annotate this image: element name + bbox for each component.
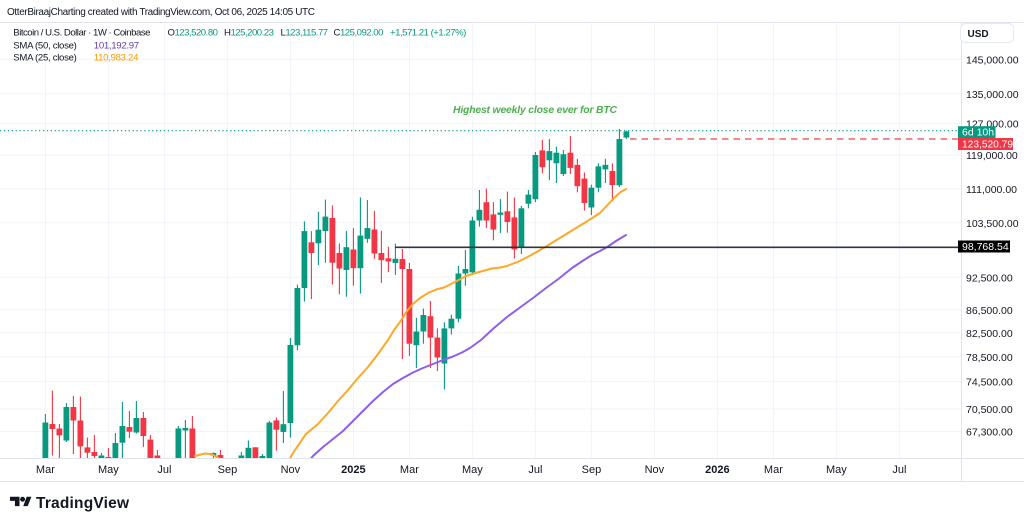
svg-text:Nov: Nov <box>645 464 665 476</box>
svg-text:111,000.00: 111,000.00 <box>966 184 1017 196</box>
svg-text:78,500.00: 78,500.00 <box>966 352 1013 364</box>
svg-text:TradingView: TradingView <box>36 495 130 512</box>
svg-text:May: May <box>98 464 119 476</box>
svg-text:103,500.00: 103,500.00 <box>966 218 1019 230</box>
svg-text:Sep: Sep <box>582 464 602 476</box>
svg-text:2025: 2025 <box>341 464 365 476</box>
svg-text:135,000.00: 135,000.00 <box>966 89 1019 101</box>
svg-text:70,500.00: 70,500.00 <box>966 404 1013 416</box>
svg-text:Mar: Mar <box>36 464 55 476</box>
svg-text:82,500.00: 82,500.00 <box>966 328 1013 340</box>
svg-text:Highest weekly close ever for: Highest weekly close ever for BTC <box>453 105 618 116</box>
svg-text:67,300.00: 67,300.00 <box>966 427 1013 439</box>
svg-text:98,768.54: 98,768.54 <box>962 241 1009 253</box>
svg-text:123,520.79: 123,520.79 <box>962 140 1013 151</box>
svg-text:Sep: Sep <box>218 464 238 476</box>
svg-text:Jul: Jul <box>528 464 542 476</box>
svg-text:SMA (50, close)101,192.97: SMA (50, close) 101,192.97 <box>13 41 139 52</box>
svg-text:May: May <box>462 464 483 476</box>
svg-text:86,500.00: 86,500.00 <box>966 305 1013 317</box>
svg-text:Mar: Mar <box>400 464 419 476</box>
svg-text:SMA (25, close)110,983.24: SMA (25, close) 110,983.24 <box>13 53 139 64</box>
svg-text:May: May <box>826 464 847 476</box>
svg-text:92,500.00: 92,500.00 <box>966 272 1013 284</box>
svg-text:6d 10h: 6d 10h <box>962 127 994 139</box>
svg-text:Bitcoin / U.S. Dollar · 1W · C: Bitcoin / U.S. Dollar · 1W · Coinbase O12… <box>13 28 466 39</box>
svg-text:Nov: Nov <box>281 464 301 476</box>
svg-text:119,000.00: 119,000.00 <box>966 150 1018 162</box>
svg-text:74,500.00: 74,500.00 <box>966 377 1013 389</box>
svg-text:145,000.00: 145,000.00 <box>966 54 1019 66</box>
svg-text:Jul: Jul <box>892 464 906 476</box>
svg-text:Jul: Jul <box>157 464 171 476</box>
svg-text:USD: USD <box>968 29 989 40</box>
svg-text:2026: 2026 <box>705 464 729 476</box>
svg-text:Mar: Mar <box>764 464 783 476</box>
svg-text:OtterBiraajCharting created wi: OtterBiraajCharting created with Trading… <box>7 7 315 18</box>
